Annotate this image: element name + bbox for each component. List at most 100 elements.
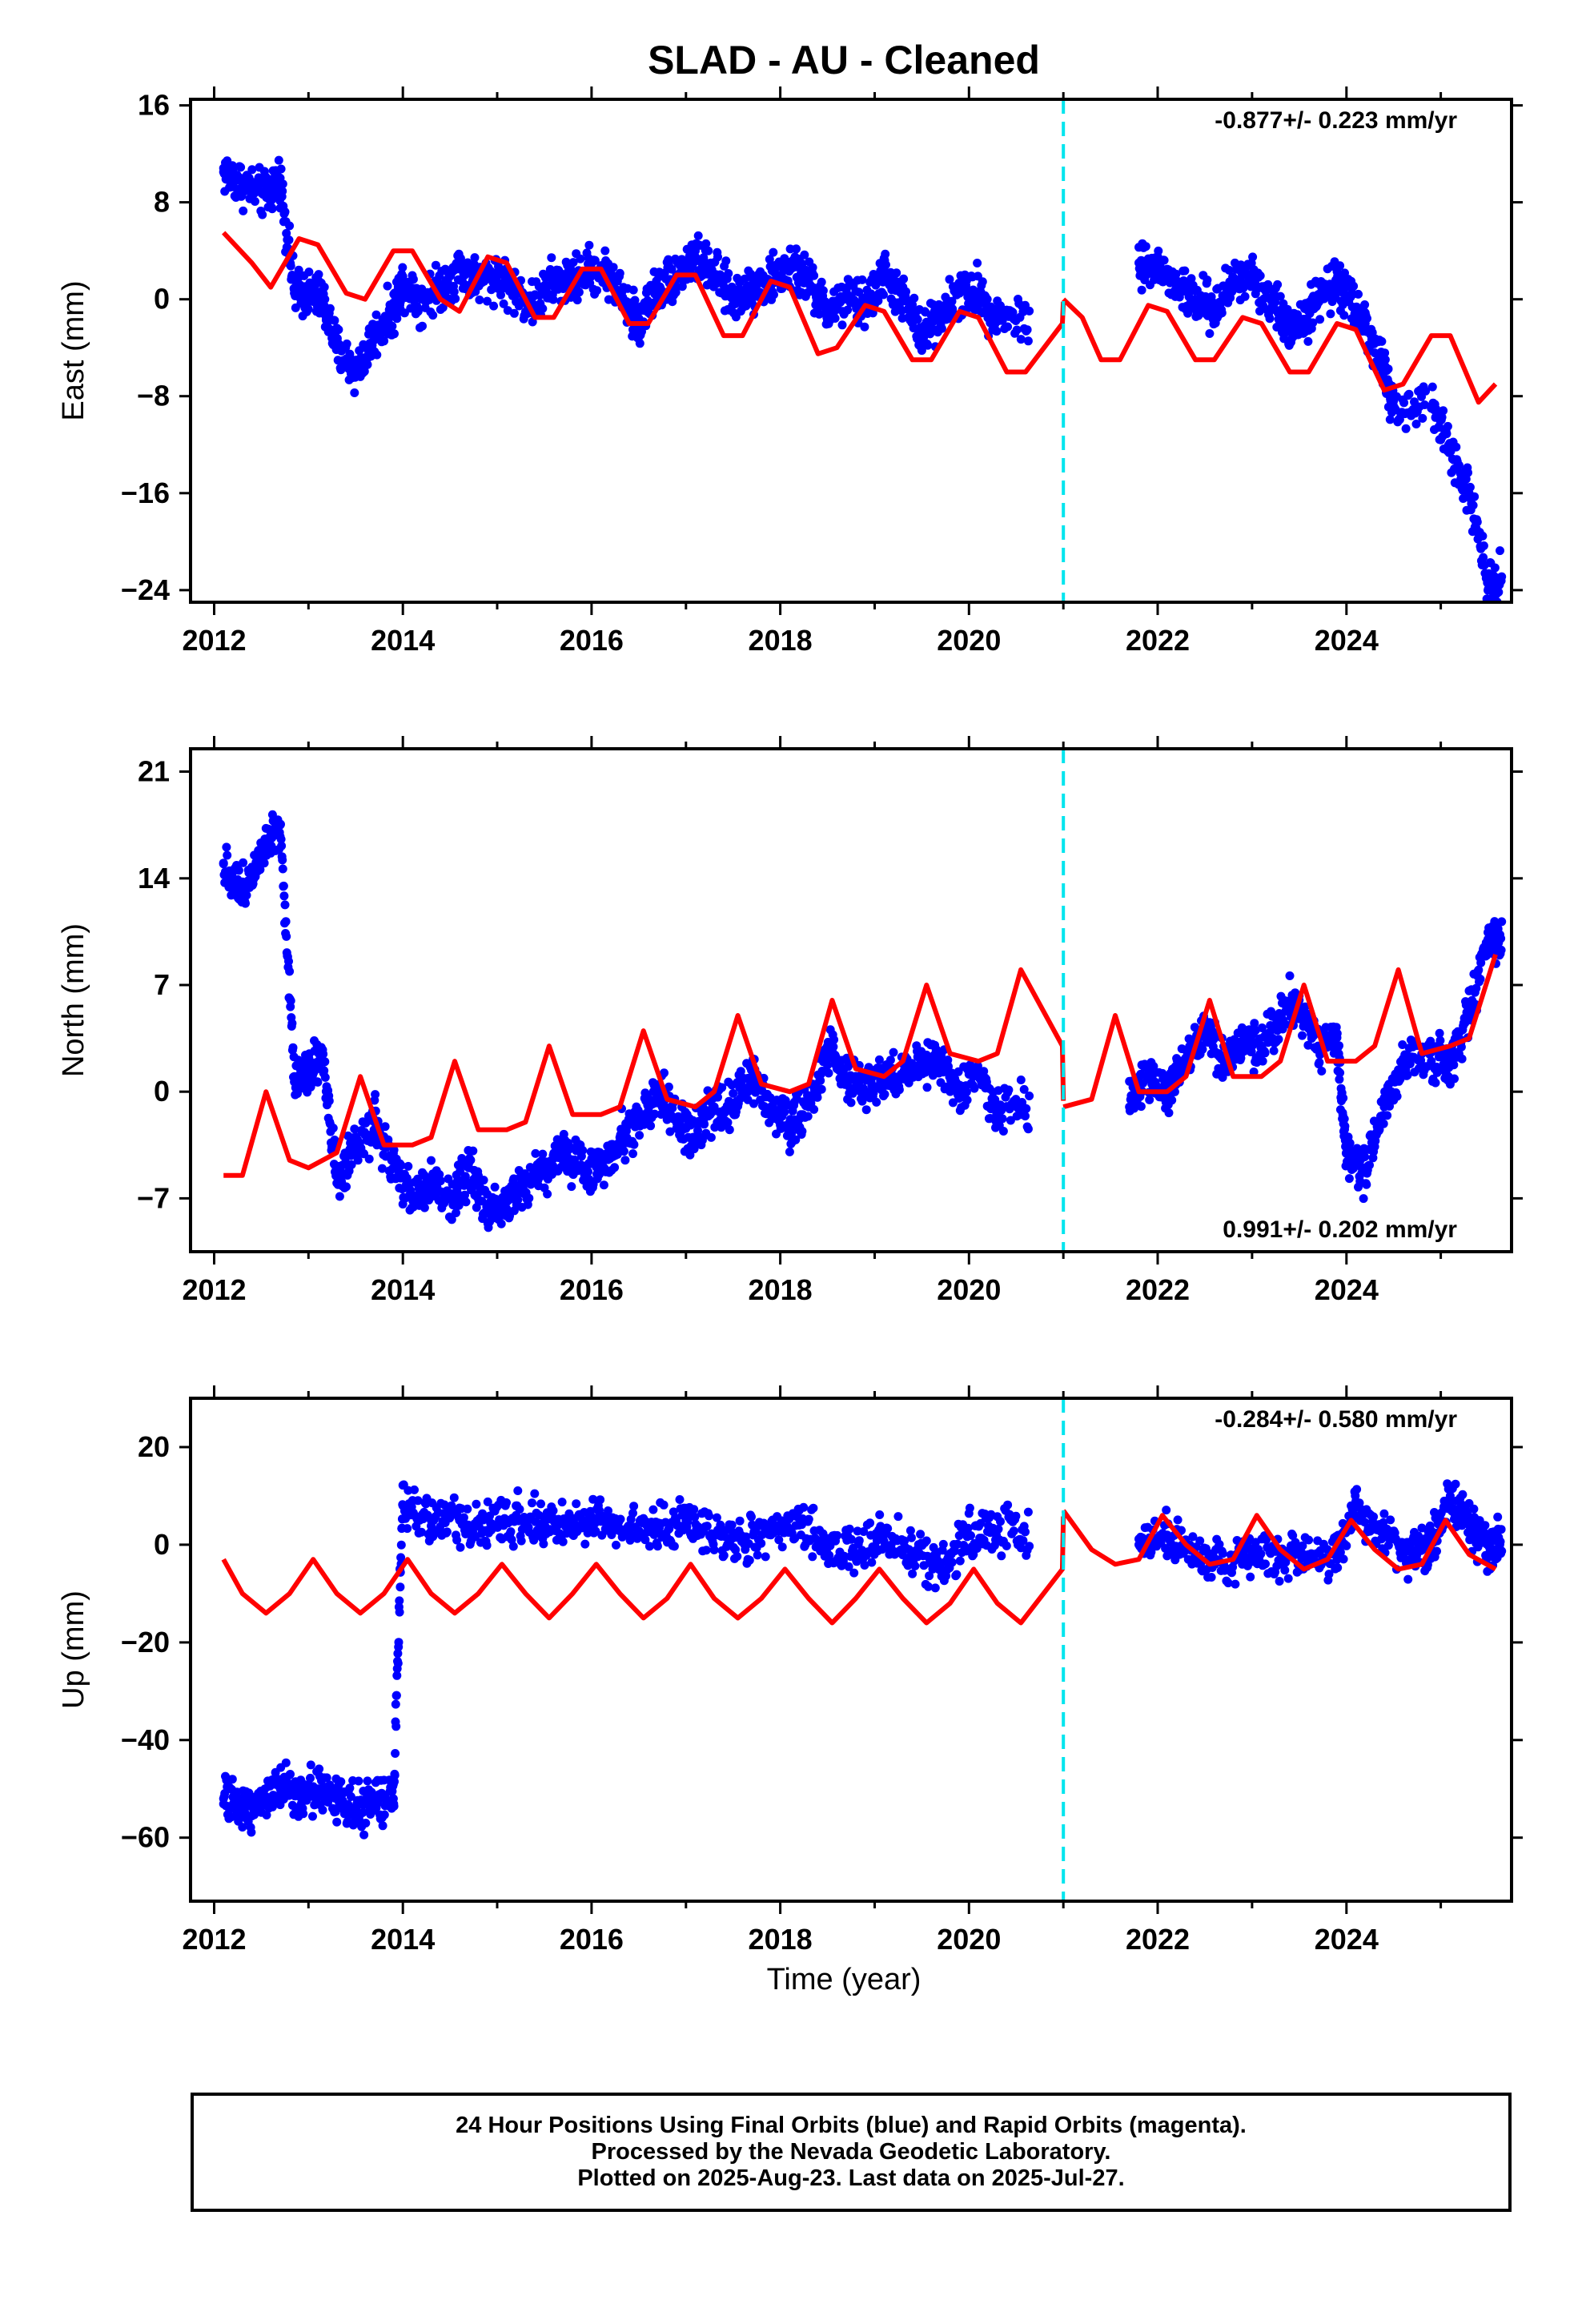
data-point <box>1359 1194 1368 1204</box>
data-point <box>395 1607 404 1617</box>
data-point <box>320 1072 330 1082</box>
data-point <box>1149 1062 1158 1071</box>
data-point <box>1303 336 1313 346</box>
data-point <box>1180 266 1190 275</box>
data-point <box>817 1084 826 1094</box>
data-point <box>889 1047 898 1057</box>
data-point <box>818 286 828 296</box>
data-point <box>652 1542 662 1551</box>
data-point <box>1315 315 1325 324</box>
data-point <box>913 315 922 324</box>
data-point <box>436 283 445 292</box>
data-point <box>1401 424 1411 433</box>
data-point <box>1445 1056 1455 1066</box>
data-point <box>1275 1011 1285 1020</box>
data-point <box>652 1087 662 1096</box>
data-point <box>1497 572 1507 581</box>
data-point <box>506 1527 516 1537</box>
data-point <box>792 244 801 254</box>
data-point <box>479 1176 488 1185</box>
data-point <box>350 388 359 397</box>
data-point <box>558 1537 568 1546</box>
data-point <box>1186 274 1196 283</box>
data-point <box>1339 1114 1349 1124</box>
data-point <box>691 252 700 262</box>
data-point <box>615 268 624 278</box>
data-point <box>262 1811 271 1819</box>
data-point <box>785 1147 794 1156</box>
data-point <box>285 221 295 231</box>
data-point <box>388 307 398 316</box>
data-point <box>1496 934 1506 943</box>
data-point <box>669 1542 679 1551</box>
data-point <box>804 1102 813 1112</box>
data-point <box>508 1542 518 1551</box>
data-point <box>371 1090 380 1100</box>
data-point <box>417 295 427 304</box>
data-point <box>427 1156 436 1165</box>
data-point <box>483 1208 492 1218</box>
data-point <box>400 308 409 318</box>
data-point <box>351 1148 360 1157</box>
data-point <box>1472 517 1482 527</box>
data-point <box>1198 1044 1207 1054</box>
data-point <box>1379 1102 1389 1112</box>
data-point <box>1323 283 1332 292</box>
data-point <box>524 1193 534 1203</box>
data-point <box>817 277 826 287</box>
x-tick-label: 2022 <box>1126 1273 1190 1306</box>
data-point <box>1218 1072 1227 1082</box>
data-point <box>1354 289 1363 299</box>
data-point <box>328 1124 338 1133</box>
data-point <box>394 1638 404 1647</box>
data-point <box>284 956 293 966</box>
data-point <box>1224 265 1234 275</box>
data-point <box>308 1811 317 1821</box>
data-point <box>1167 1096 1177 1105</box>
data-point <box>391 1691 401 1700</box>
data-point <box>1137 285 1146 295</box>
data-point <box>427 1178 436 1188</box>
x-tick-label: 2012 <box>182 1273 246 1306</box>
data-point <box>1141 242 1150 251</box>
data-point <box>1332 1029 1342 1038</box>
data-point <box>1335 261 1345 271</box>
data-point <box>1153 264 1162 274</box>
data-point <box>1403 1071 1412 1080</box>
data-point <box>1345 1139 1355 1148</box>
rate-label: -0.877+/- 0.223 mm/yr <box>1215 107 1457 134</box>
data-point <box>709 270 719 279</box>
data-point <box>330 316 339 325</box>
data-point <box>1476 958 1486 967</box>
x-tick-label: 2016 <box>560 1273 624 1306</box>
data-point <box>1332 1041 1342 1051</box>
data-point <box>398 263 408 272</box>
data-point <box>1154 246 1163 255</box>
data-point <box>489 301 499 311</box>
data-point <box>729 1088 738 1098</box>
data-point <box>346 1792 355 1801</box>
data-point <box>239 858 248 867</box>
data-point <box>460 1190 469 1200</box>
data-point <box>276 164 286 174</box>
data-point <box>275 173 285 183</box>
data-point <box>530 300 540 310</box>
data-point <box>704 246 713 255</box>
data-point <box>1304 307 1314 316</box>
data-point <box>894 1085 904 1095</box>
data-point <box>1435 1028 1444 1038</box>
data-point <box>1258 1056 1267 1066</box>
data-point <box>780 1108 789 1117</box>
data-point <box>909 324 918 333</box>
x-tick-label: 2014 <box>371 624 435 657</box>
plot-area <box>219 810 1507 1232</box>
data-point <box>1191 295 1200 304</box>
data-point <box>1238 1041 1247 1051</box>
data-point <box>947 296 957 306</box>
data-point <box>314 270 323 279</box>
data-point <box>898 1072 908 1081</box>
model-curve <box>1062 297 1498 405</box>
data-point <box>1484 935 1492 944</box>
